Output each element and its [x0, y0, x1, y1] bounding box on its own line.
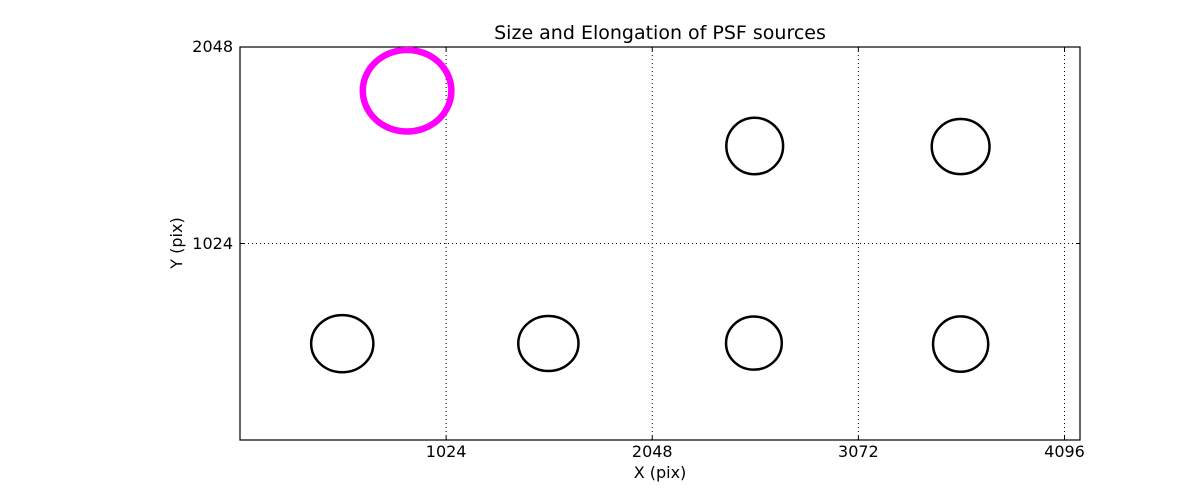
- y-axis-label: Y (pix): [167, 217, 187, 269]
- x-tick-label: 3072: [838, 442, 879, 461]
- flagged-psf-source-ellipse: [359, 46, 455, 135]
- x-tick-label: 2048: [631, 442, 673, 461]
- x-axis-label: X (pix): [633, 463, 687, 482]
- axes-frame: [239, 46, 1081, 441]
- psf-sources-ellipse: [725, 116, 785, 176]
- x-tick-label: 1024: [425, 442, 467, 461]
- y-tick-label: 1024: [192, 233, 233, 253]
- psf-sources-ellipse: [931, 315, 990, 374]
- psf-sources-ellipse: [517, 314, 580, 373]
- x-tick-label: 4096: [1044, 442, 1085, 461]
- psf-sources-ellipse: [309, 313, 375, 374]
- y-tick-label: 2048: [192, 37, 233, 56]
- chart-title: Size and Elongation of PSF sources: [494, 22, 826, 44]
- psf-sources-ellipse: [930, 117, 991, 176]
- psf-sources-ellipse: [724, 315, 784, 371]
